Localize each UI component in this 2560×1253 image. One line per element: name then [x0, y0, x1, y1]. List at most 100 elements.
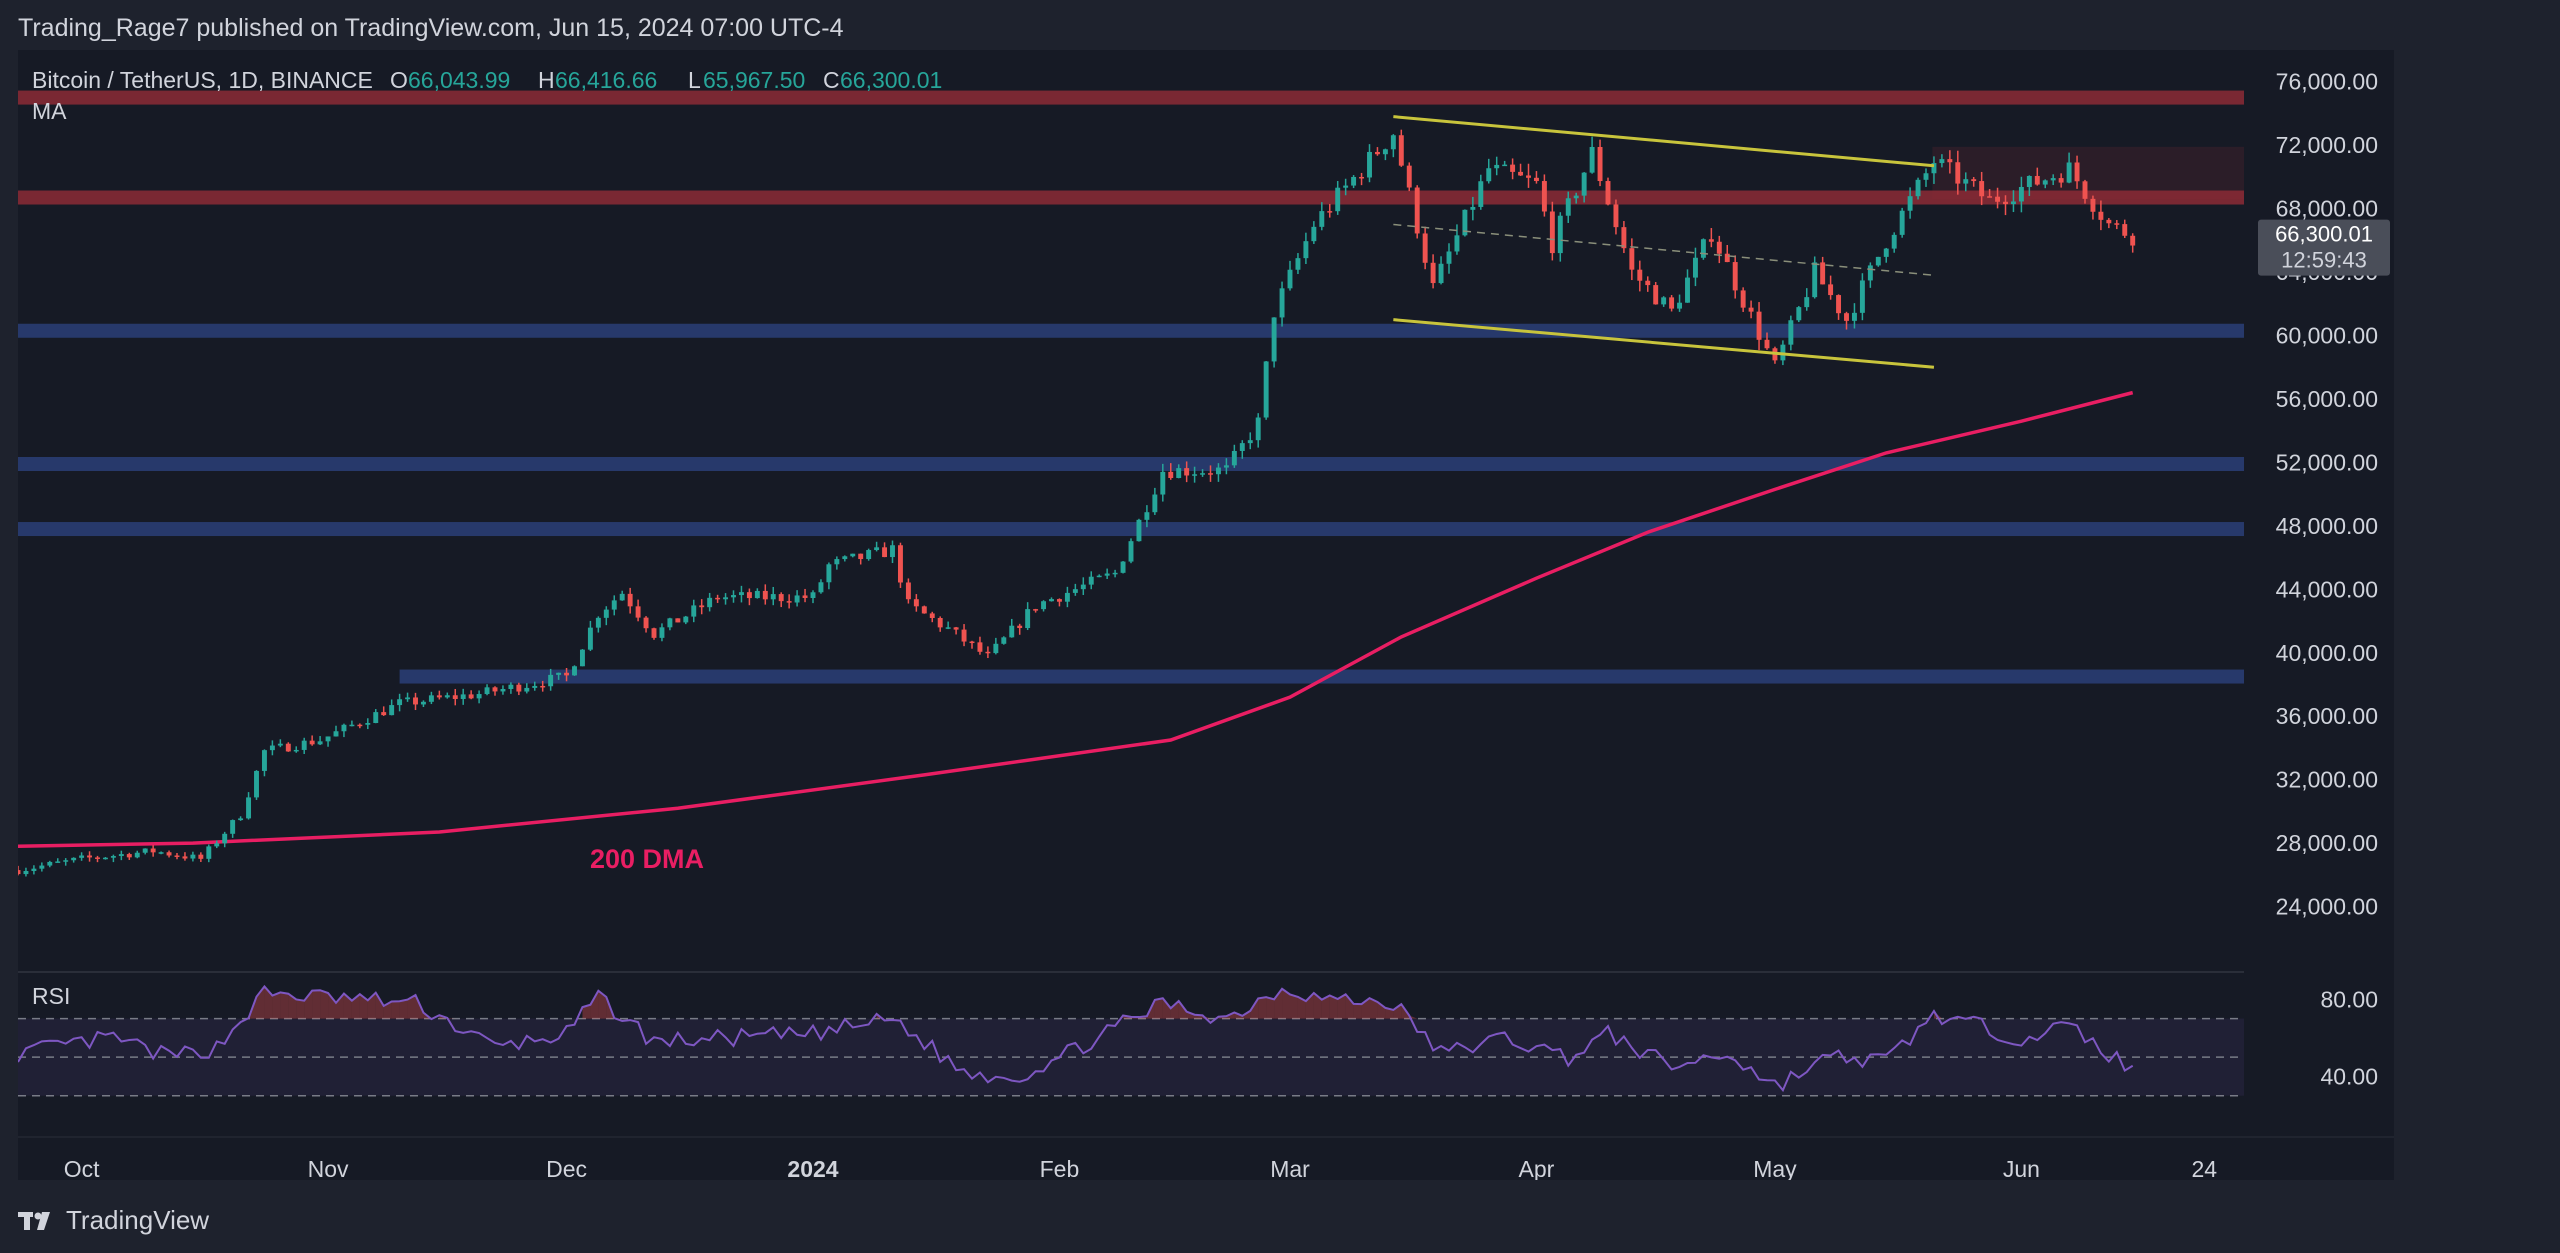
candle — [1343, 178, 1349, 196]
rsi-overbought-fill — [1385, 1007, 1394, 1019]
candle — [858, 553, 864, 565]
candle — [2074, 155, 2080, 189]
candle-body — [47, 861, 53, 866]
candle-body — [484, 687, 490, 695]
candle — [1748, 300, 1754, 319]
candle-body — [1883, 248, 1889, 257]
rsi-overbought-fill — [1933, 1010, 1942, 1019]
candle-body — [1271, 317, 1277, 362]
candle — [1359, 172, 1365, 186]
candle-body — [651, 628, 657, 638]
candle-body — [246, 797, 252, 819]
candle-body — [1319, 211, 1325, 227]
candle — [699, 599, 705, 615]
price-tick-label: 56,000.00 — [2276, 386, 2378, 412]
candle-body — [1064, 592, 1070, 602]
candle-body — [1732, 262, 1738, 291]
candle-body — [142, 848, 148, 853]
candle-body — [1764, 339, 1770, 349]
candle-body — [1756, 311, 1762, 340]
candle — [1923, 168, 1929, 187]
rsi-overbought-fill — [399, 999, 408, 1019]
candle — [1605, 177, 1611, 206]
candle — [834, 556, 840, 570]
candle — [635, 599, 641, 622]
candle — [238, 816, 244, 821]
candle — [1502, 160, 1508, 167]
level-support-5 — [399, 669, 2245, 684]
candle-body — [627, 593, 633, 607]
candle-body — [1859, 280, 1865, 313]
candle — [826, 562, 832, 590]
candle — [1072, 583, 1078, 596]
candle — [2042, 179, 2048, 189]
candle — [1621, 221, 1627, 254]
candle — [269, 740, 275, 756]
candle-body — [866, 550, 872, 560]
rsi-overbought-fill — [1377, 1001, 1386, 1019]
candle-body — [349, 724, 355, 727]
candle-body — [1486, 168, 1492, 182]
candle — [643, 616, 649, 633]
candle-body — [1390, 135, 1396, 150]
candle-body — [397, 699, 403, 706]
candle — [627, 587, 633, 614]
price-tag-bg — [2258, 219, 2390, 276]
candle — [1025, 602, 1031, 631]
candle-body — [738, 592, 744, 596]
candle — [1637, 260, 1643, 292]
candle-body — [762, 590, 768, 600]
candle — [222, 831, 228, 848]
candle-body — [1597, 146, 1603, 182]
candle — [1215, 463, 1221, 482]
candle-body — [572, 666, 577, 676]
candle-body — [1796, 307, 1802, 321]
candle — [1200, 469, 1206, 477]
candle-body — [1685, 277, 1690, 303]
candle — [381, 706, 387, 716]
candle-body — [2098, 211, 2104, 220]
candle — [1208, 465, 1213, 482]
candle — [1589, 136, 1595, 174]
candle-body — [1589, 146, 1595, 173]
candle — [1422, 226, 1428, 270]
candle-body — [2058, 178, 2064, 183]
candle-body — [492, 687, 498, 692]
candle — [1828, 275, 1834, 300]
candle-body — [675, 618, 681, 623]
candle-body — [444, 695, 450, 698]
candle — [1064, 586, 1070, 608]
candle — [349, 720, 355, 727]
candle-body — [174, 855, 180, 857]
candle — [2106, 218, 2112, 229]
rsi-overbought-fill — [336, 993, 344, 1019]
candle-body — [1136, 519, 1142, 542]
high-label: H — [538, 67, 555, 93]
candle — [325, 736, 331, 747]
candle — [1939, 154, 1945, 168]
candle — [1732, 255, 1738, 299]
candle-body — [1080, 584, 1086, 590]
candle-body — [1422, 233, 1428, 263]
price-chart[interactable]: 76,000.0072,000.0068,000.0064,000.0060,0… — [18, 50, 2394, 1180]
price-tick-label: 36,000.00 — [2276, 703, 2378, 729]
candle — [1406, 162, 1412, 192]
candle-body — [715, 597, 721, 600]
candle-body — [707, 597, 713, 608]
candle-body — [1112, 572, 1118, 575]
rsi-overbought-fill — [1258, 997, 1267, 1019]
candle — [1430, 254, 1436, 289]
candle — [134, 850, 140, 859]
rsi-overbought-fill — [1329, 995, 1338, 1019]
candle — [913, 594, 919, 612]
candle-body — [1096, 575, 1102, 578]
candle — [1494, 156, 1500, 176]
rsi-overbought-fill — [272, 992, 281, 1019]
channel-midline — [1393, 223, 1935, 276]
candle — [945, 621, 951, 630]
rsi-overbought-fill — [1369, 998, 1378, 1019]
candle — [1144, 505, 1150, 528]
candle-body — [985, 651, 991, 654]
candle — [118, 850, 124, 861]
candle-body — [1017, 625, 1023, 629]
